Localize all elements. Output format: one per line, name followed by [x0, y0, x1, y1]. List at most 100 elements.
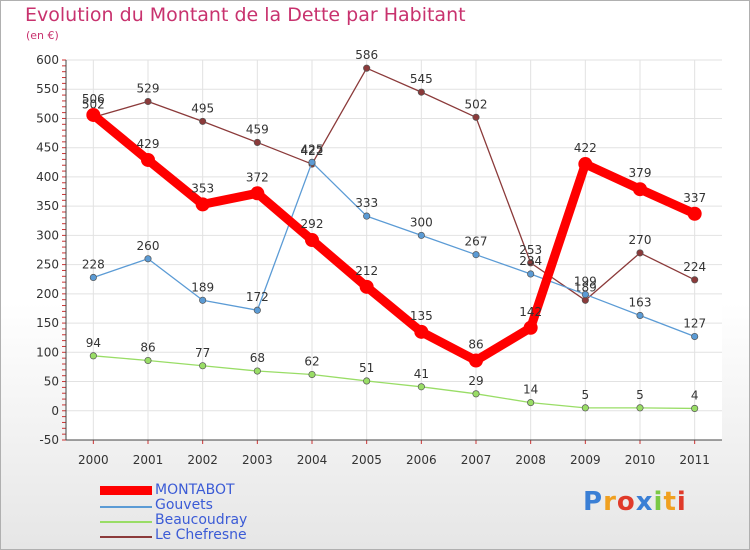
data-point-montabot [359, 279, 374, 294]
data-point-beaucoudray [472, 390, 480, 398]
data-point-beaucoudray [691, 404, 699, 412]
data-label-montabot: 422 [574, 141, 597, 155]
legend-label-le-chefresne: Le Chefresne [155, 527, 247, 543]
x-tick-label: 2007 [461, 453, 492, 467]
data-point-beaucoudray [144, 356, 152, 365]
legend-label-beaucoudray: Beaucoudray [155, 512, 248, 528]
x-tick-label: 2009 [570, 453, 601, 467]
data-label-beaucoudray: 51 [359, 361, 374, 375]
data-point-beaucoudray [253, 367, 261, 375]
data-point-gouvets [472, 251, 480, 259]
data-label-beaucoudray: 77 [195, 346, 210, 360]
data-point-le-chefresne [527, 259, 535, 267]
data-label-montabot: 429 [137, 137, 160, 151]
data-point-gouvets [527, 270, 535, 278]
x-tick-label: 2008 [515, 453, 546, 467]
legend-swatch-beaucoudray [100, 521, 152, 523]
data-label-gouvets: 127 [683, 317, 706, 331]
y-tick-label: 250 [36, 258, 59, 272]
data-label-le-chefresne: 502 [82, 97, 105, 111]
plot-area [66, 60, 722, 440]
data-label-montabot: 337 [683, 191, 706, 205]
data-label-montabot: 212 [355, 264, 378, 278]
data-point-gouvets [253, 306, 261, 314]
data-point-beaucoudray [199, 362, 207, 370]
x-tick-label: 2001 [133, 453, 164, 467]
data-point-gouvets [144, 255, 152, 263]
data-label-gouvets: 234 [519, 254, 542, 268]
data-point-montabot [250, 186, 265, 201]
data-point-le-chefresne [253, 138, 261, 146]
data-label-montabot: 379 [629, 166, 652, 180]
data-point-beaucoudray [363, 377, 371, 385]
data-point-montabot [195, 197, 210, 212]
x-tick-label: 2003 [242, 453, 273, 467]
y-tick-label: 100 [36, 345, 59, 359]
data-label-beaucoudray: 5 [636, 388, 644, 402]
proxiti-logo: Proxiti [583, 487, 687, 517]
x-tick-label: 2010 [625, 453, 656, 467]
legend-swatch-le-chefresne [100, 536, 152, 538]
data-label-gouvets: 333 [355, 196, 378, 210]
data-label-montabot: 86 [468, 337, 483, 351]
data-point-montabot [414, 324, 429, 339]
data-point-beaucoudray [417, 383, 425, 391]
data-label-gouvets: 172 [246, 290, 269, 304]
data-point-beaucoudray [636, 404, 644, 412]
y-tick-label: 300 [36, 228, 59, 242]
data-point-gouvets [363, 212, 371, 220]
data-point-beaucoudray [527, 399, 535, 407]
data-point-beaucoudray [89, 352, 97, 360]
x-tick-label: 2005 [351, 453, 382, 467]
data-label-beaucoudray: 62 [304, 355, 319, 369]
data-point-gouvets [417, 231, 425, 239]
data-point-montabot [305, 233, 319, 248]
y-tick-label: 200 [36, 287, 59, 301]
data-point-le-chefresne [199, 117, 207, 125]
x-tick-label: 2011 [679, 453, 710, 467]
data-point-montabot [687, 206, 702, 221]
data-point-beaucoudray [308, 370, 316, 379]
data-label-le-chefresne: 224 [683, 260, 706, 274]
y-tick-label: 350 [36, 199, 59, 213]
data-label-beaucoudray: 4 [691, 388, 699, 402]
data-label-le-chefresne: 253 [519, 243, 542, 257]
data-point-montabot [633, 182, 647, 197]
legend-swatch-montabot [100, 486, 152, 495]
data-label-gouvets: 189 [191, 280, 214, 294]
data-point-montabot [86, 107, 101, 122]
data-label-le-chefresne: 529 [137, 82, 160, 96]
series-line-beaucoudray [92, 355, 696, 410]
data-label-le-chefresne: 502 [465, 97, 488, 111]
data-label-montabot: 135 [410, 309, 433, 323]
data-point-le-chefresne [472, 113, 480, 121]
data-label-beaucoudray: 68 [250, 351, 265, 365]
legend-label-gouvets: Gouvets [155, 497, 213, 513]
data-label-beaucoudray: 94 [86, 336, 101, 350]
data-point-beaucoudray [581, 404, 589, 412]
data-label-le-chefresne: 495 [191, 101, 214, 115]
data-point-gouvets [308, 158, 316, 166]
data-label-montabot: 292 [301, 217, 324, 231]
y-tick-label: 150 [36, 316, 59, 330]
data-point-gouvets [636, 311, 644, 320]
data-point-gouvets [581, 290, 589, 298]
data-label-beaucoudray: 41 [414, 367, 429, 381]
data-label-gouvets: 163 [629, 295, 652, 309]
y-tick-label: 600 [36, 53, 59, 67]
data-point-gouvets [199, 296, 207, 304]
data-point-montabot [469, 353, 483, 368]
data-label-le-chefresne: 459 [246, 122, 269, 136]
legend-label-montabot: MONTABOT [155, 482, 235, 498]
data-label-gouvets: 228 [82, 257, 105, 271]
series-line-gouvets [92, 161, 696, 338]
data-label-beaucoudray: 29 [468, 374, 483, 388]
data-label-montabot: 506 [82, 92, 105, 106]
legend-swatch-gouvets [100, 506, 152, 508]
data-point-montabot [578, 157, 593, 172]
data-label-gouvets: 267 [465, 235, 488, 249]
data-point-gouvets [691, 332, 699, 341]
data-label-gouvets: 425 [301, 142, 324, 156]
data-label-le-chefresne: 270 [629, 233, 652, 247]
data-label-le-chefresne: 422 [301, 144, 324, 158]
